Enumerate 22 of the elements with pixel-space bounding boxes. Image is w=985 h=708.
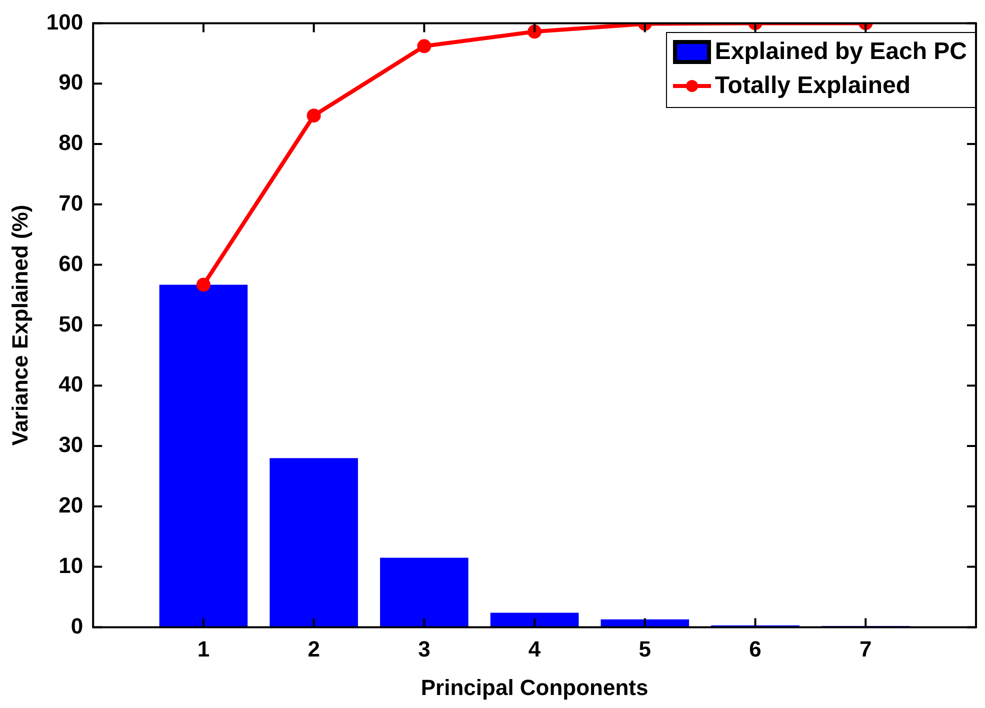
x-tick-label: 2 bbox=[308, 636, 320, 662]
y-tick-label: 100 bbox=[46, 9, 84, 34]
y-tick-label: 60 bbox=[58, 250, 84, 276]
x-tick-label: 3 bbox=[418, 636, 430, 662]
y-tick-label: 30 bbox=[58, 432, 84, 458]
y-axis-title: Variance Explained (%) bbox=[7, 204, 32, 446]
legend-label: Totally Explained bbox=[714, 72, 911, 100]
x-axis-title: Principal Conponents bbox=[420, 674, 648, 700]
y-tick-label: 50 bbox=[58, 311, 84, 336]
y-tick-label: 80 bbox=[58, 130, 84, 156]
x-tick-label: 6 bbox=[749, 636, 762, 662]
y-tick-label: 0 bbox=[70, 613, 84, 638]
legend-label: Explained by Each PC bbox=[714, 38, 967, 66]
y-tick-label: 40 bbox=[58, 372, 84, 397]
x-tick-label: 5 bbox=[638, 636, 652, 662]
x-tick-label: 1 bbox=[197, 636, 210, 662]
x-tick-label: 4 bbox=[528, 636, 542, 662]
y-tick-label: 10 bbox=[58, 552, 84, 578]
x-tick-label: 7 bbox=[860, 636, 872, 662]
y-tick-label: 90 bbox=[58, 70, 84, 95]
y-tick-label: 70 bbox=[58, 190, 84, 216]
y-tick-label: 20 bbox=[58, 492, 84, 518]
